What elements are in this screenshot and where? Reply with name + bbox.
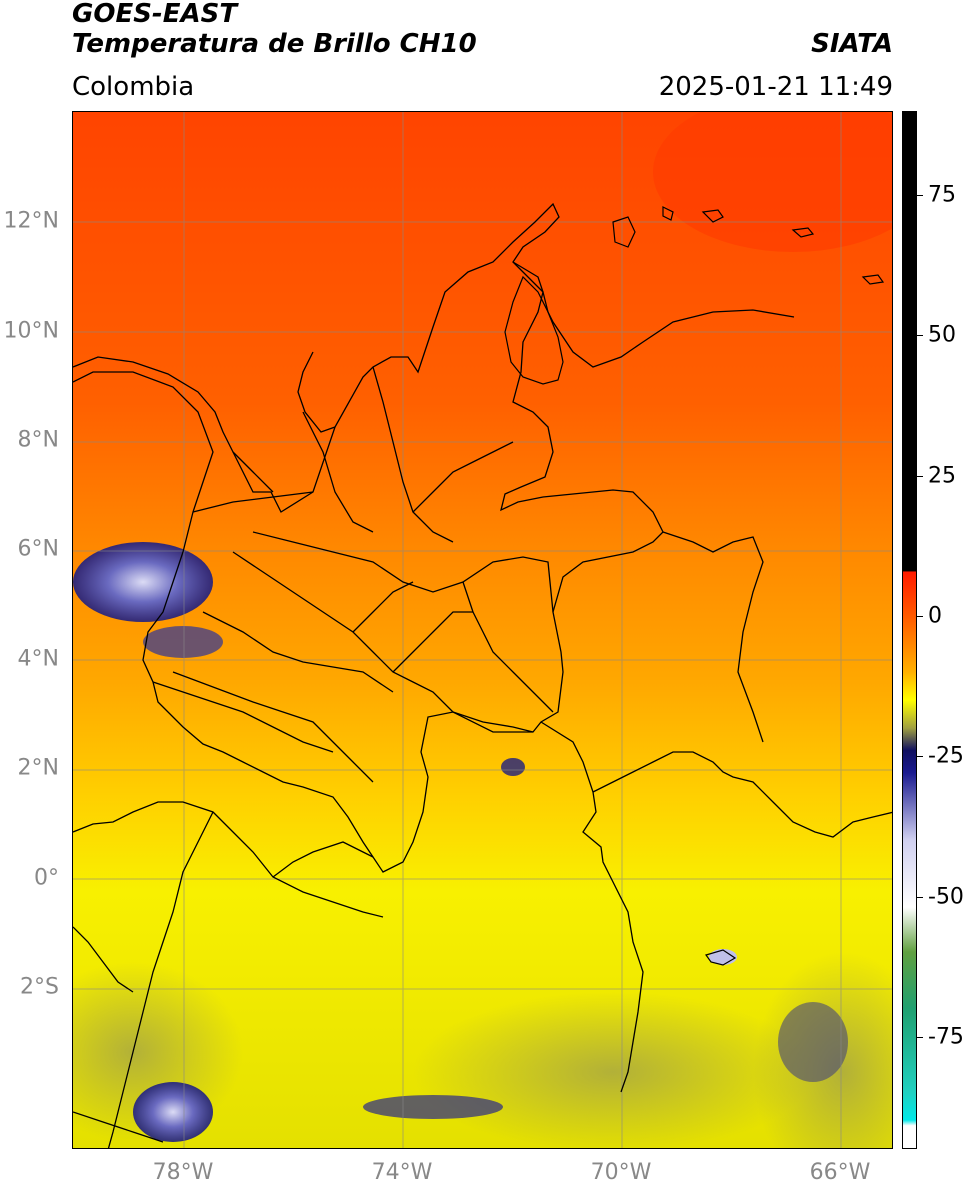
lat-label-0: 0° bbox=[34, 865, 59, 891]
colorbar-tick-label: 50 bbox=[928, 322, 956, 348]
coastline-lake bbox=[504, 206, 885, 966]
colorbar-tick-label: -75 bbox=[928, 1024, 964, 1050]
lat-label-4n: 4°N bbox=[17, 646, 59, 672]
cloud-southeast bbox=[778, 1002, 848, 1082]
colorbar-tick-label: 25 bbox=[928, 463, 956, 489]
lat-label-6n: 6°N bbox=[17, 536, 59, 562]
lon-label-74w: 74°W bbox=[371, 1160, 433, 1185]
colorbar-tick bbox=[917, 756, 923, 758]
satellite-title: GOES-EAST bbox=[72, 0, 238, 29]
haze-south-center bbox=[413, 992, 813, 1148]
colorbar-tick bbox=[917, 475, 923, 477]
product-title: Temperatura de Brillo CH10 bbox=[72, 29, 477, 59]
gridlines bbox=[73, 112, 892, 1148]
colorbar-tick bbox=[917, 195, 923, 197]
colorbar-tick bbox=[917, 335, 923, 337]
lon-label-66w: 66°W bbox=[809, 1160, 871, 1185]
hot-spot-northeast bbox=[653, 112, 892, 252]
lat-label-2s: 2°S bbox=[20, 974, 59, 1000]
cloud-south bbox=[363, 1095, 503, 1119]
lat-label-12n: 12°N bbox=[3, 208, 59, 234]
cloud-amazon bbox=[501, 758, 525, 776]
lon-label-70w: 70°W bbox=[590, 1160, 652, 1185]
colorbar-tick-label: 0 bbox=[928, 603, 942, 629]
colorbar-tick-label: -25 bbox=[928, 743, 964, 769]
timestamp-label: 2025-01-21 11:49 bbox=[658, 72, 893, 102]
satellite-map bbox=[72, 111, 893, 1149]
lat-label-8n: 8°N bbox=[17, 427, 59, 453]
country-borders bbox=[73, 202, 892, 1148]
map-canvas bbox=[73, 112, 892, 1148]
brand-label: SIATA bbox=[811, 29, 893, 59]
lat-label-10n: 10°N bbox=[3, 318, 59, 344]
lon-label-78w: 78°W bbox=[152, 1160, 214, 1185]
colorbar-tick bbox=[917, 896, 923, 898]
colorbar-tick-label: 75 bbox=[928, 182, 956, 208]
colorbar-tick bbox=[917, 1036, 923, 1038]
colorbar bbox=[902, 111, 917, 1149]
cloud-pacific bbox=[73, 542, 213, 622]
colorbar-tick bbox=[917, 615, 923, 617]
lat-label-2n: 2°N bbox=[17, 755, 59, 781]
cloud-southwest bbox=[133, 1082, 213, 1142]
cloud-pacific-2 bbox=[143, 626, 223, 658]
region-label: Colombia bbox=[72, 72, 195, 102]
colorbar-tick-label: -50 bbox=[928, 884, 964, 909]
